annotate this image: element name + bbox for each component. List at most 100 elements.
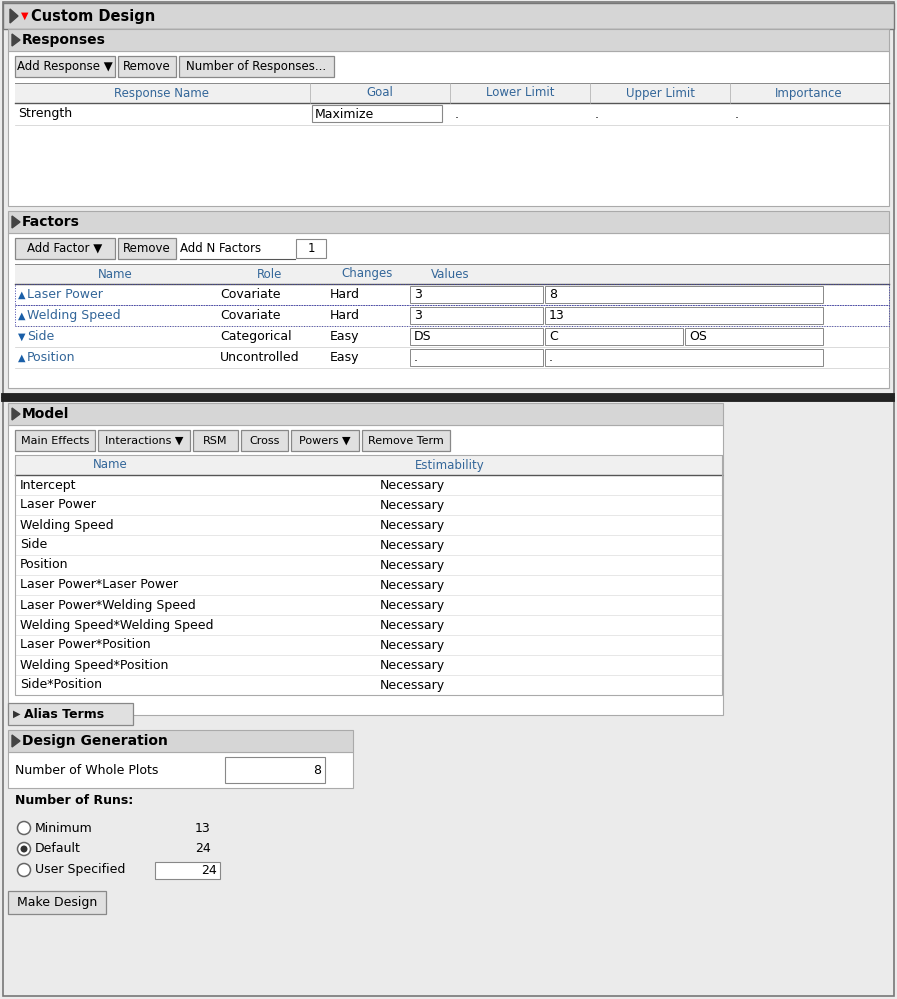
Text: 3: 3 bbox=[414, 309, 422, 322]
Text: Number of Responses...: Number of Responses... bbox=[187, 60, 327, 73]
Text: Welding Speed*Position: Welding Speed*Position bbox=[20, 658, 169, 671]
Polygon shape bbox=[10, 9, 18, 23]
Bar bbox=[296, 239, 326, 258]
Bar bbox=[15, 455, 722, 475]
Bar bbox=[410, 349, 543, 366]
Text: Laser Power*Laser Power: Laser Power*Laser Power bbox=[20, 578, 178, 591]
Text: RSM: RSM bbox=[204, 436, 228, 446]
Bar bbox=[15, 455, 722, 695]
Bar bbox=[8, 233, 889, 388]
Text: Uncontrolled: Uncontrolled bbox=[220, 351, 300, 364]
Bar bbox=[15, 615, 722, 635]
Text: 8: 8 bbox=[549, 288, 557, 301]
Text: C: C bbox=[549, 330, 558, 343]
Text: Minimum: Minimum bbox=[35, 821, 92, 834]
Text: Necessary: Necessary bbox=[380, 678, 445, 691]
Bar bbox=[8, 211, 889, 233]
Text: Position: Position bbox=[27, 351, 75, 364]
Bar bbox=[8, 752, 353, 788]
Text: Necessary: Necessary bbox=[380, 598, 445, 611]
Bar bbox=[225, 757, 325, 783]
Text: Upper Limit: Upper Limit bbox=[625, 87, 694, 100]
Text: Factors: Factors bbox=[22, 215, 80, 229]
Text: Values: Values bbox=[431, 268, 469, 281]
Bar bbox=[312, 105, 442, 122]
Circle shape bbox=[18, 863, 30, 876]
Bar bbox=[410, 307, 543, 324]
Bar bbox=[155, 862, 220, 879]
Text: Strength: Strength bbox=[18, 108, 72, 121]
Bar bbox=[15, 535, 722, 555]
Bar bbox=[118, 238, 176, 259]
Bar bbox=[15, 655, 722, 675]
Bar bbox=[410, 286, 543, 303]
Bar bbox=[15, 238, 115, 259]
Bar bbox=[291, 430, 359, 451]
Bar bbox=[685, 328, 823, 345]
Text: 24: 24 bbox=[195, 842, 211, 855]
Text: .: . bbox=[735, 108, 739, 121]
Text: Remove: Remove bbox=[123, 242, 170, 255]
Bar bbox=[15, 305, 889, 326]
Bar bbox=[241, 430, 288, 451]
Text: 8: 8 bbox=[313, 763, 321, 776]
Text: ▲: ▲ bbox=[18, 290, 25, 300]
Text: Interactions ▼: Interactions ▼ bbox=[105, 436, 183, 446]
Text: Responses: Responses bbox=[22, 33, 106, 47]
Text: Position: Position bbox=[20, 558, 68, 571]
Bar bbox=[8, 703, 133, 725]
Bar bbox=[3, 3, 894, 29]
Bar bbox=[8, 29, 889, 51]
Text: Intercept: Intercept bbox=[20, 479, 76, 492]
Circle shape bbox=[21, 845, 28, 852]
Text: Categorical: Categorical bbox=[220, 330, 292, 343]
Bar bbox=[15, 555, 722, 575]
Text: OS: OS bbox=[689, 330, 707, 343]
Bar bbox=[15, 264, 889, 284]
Polygon shape bbox=[12, 34, 20, 46]
Text: Laser Power*Position: Laser Power*Position bbox=[20, 638, 151, 651]
Text: Number of Whole Plots: Number of Whole Plots bbox=[15, 763, 159, 776]
Text: ▲: ▲ bbox=[18, 353, 25, 363]
Circle shape bbox=[18, 842, 30, 855]
Text: Necessary: Necessary bbox=[380, 638, 445, 651]
Text: User Specified: User Specified bbox=[35, 863, 126, 876]
Bar bbox=[15, 56, 115, 77]
Bar bbox=[15, 430, 95, 451]
Text: .: . bbox=[455, 108, 459, 121]
Text: Role: Role bbox=[257, 268, 283, 281]
Circle shape bbox=[18, 821, 30, 834]
Bar bbox=[179, 56, 334, 77]
Bar bbox=[15, 675, 722, 695]
Text: .: . bbox=[414, 351, 418, 364]
Bar bbox=[15, 495, 722, 515]
Text: Custom Design: Custom Design bbox=[31, 9, 155, 24]
Text: Necessary: Necessary bbox=[380, 618, 445, 631]
Text: Necessary: Necessary bbox=[380, 658, 445, 671]
Bar bbox=[15, 575, 722, 595]
Text: Necessary: Necessary bbox=[380, 479, 445, 492]
Bar bbox=[8, 51, 889, 206]
Bar bbox=[15, 103, 889, 125]
Text: Welding Speed*Welding Speed: Welding Speed*Welding Speed bbox=[20, 618, 213, 631]
Text: Necessary: Necessary bbox=[380, 538, 445, 551]
Bar bbox=[545, 307, 823, 324]
Text: Laser Power: Laser Power bbox=[27, 288, 103, 301]
Text: Default: Default bbox=[35, 842, 81, 855]
Text: Add Factor ▼: Add Factor ▼ bbox=[28, 242, 102, 255]
Text: Estimability: Estimability bbox=[415, 459, 485, 472]
Text: 13: 13 bbox=[195, 821, 211, 834]
Text: Make Design: Make Design bbox=[17, 896, 97, 909]
Text: Add N Factors: Add N Factors bbox=[180, 242, 261, 255]
Text: Side*Position: Side*Position bbox=[20, 678, 102, 691]
Text: Laser Power*Welding Speed: Laser Power*Welding Speed bbox=[20, 598, 196, 611]
Text: Welding Speed: Welding Speed bbox=[20, 518, 114, 531]
Text: ▶: ▶ bbox=[13, 709, 21, 719]
Polygon shape bbox=[12, 408, 20, 420]
Text: Covariate: Covariate bbox=[220, 309, 281, 322]
Text: Add Response ▼: Add Response ▼ bbox=[17, 60, 113, 73]
Text: Cross: Cross bbox=[249, 436, 280, 446]
Text: Powers ▼: Powers ▼ bbox=[300, 436, 351, 446]
Bar bbox=[15, 83, 889, 103]
Text: Maximize: Maximize bbox=[315, 108, 374, 121]
